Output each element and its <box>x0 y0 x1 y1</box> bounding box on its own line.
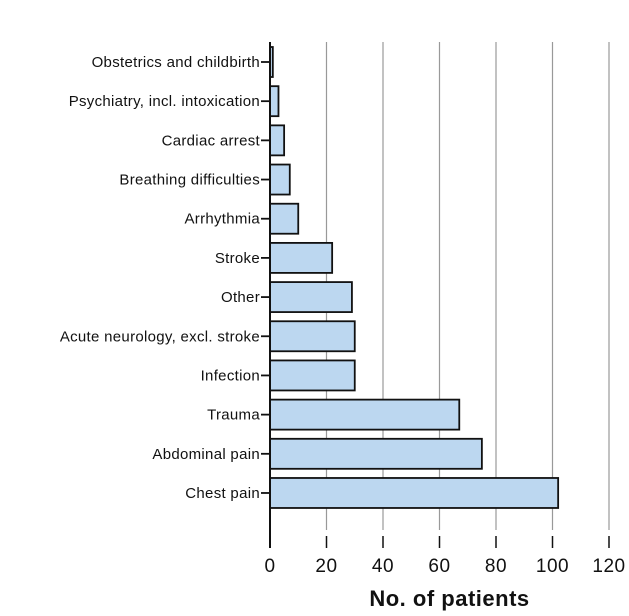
bar-7 <box>269 320 356 353</box>
category-label-4: Arrhythmia <box>184 211 260 228</box>
category-label-9: Trauma <box>207 407 260 424</box>
x-tick-label-20: 20 <box>315 556 337 577</box>
x-tick-label-120: 120 <box>592 556 625 577</box>
x-tick-label-40: 40 <box>372 556 394 577</box>
bar-8 <box>269 359 356 392</box>
category-label-10: Abdominal pain <box>152 446 260 463</box>
category-label-2: Cardiac arrest <box>162 132 261 149</box>
axes <box>261 42 610 548</box>
bar-3 <box>269 163 291 196</box>
category-label-1: Psychiatry, incl. intoxication <box>69 93 260 110</box>
category-label-5: Stroke <box>215 250 260 267</box>
bar-9 <box>269 398 461 431</box>
x-tick-label-80: 80 <box>485 556 507 577</box>
category-label-6: Other <box>221 289 260 306</box>
labels: Obstetrics and childbirth Psychiatry, inc… <box>60 54 625 577</box>
x-axis-title: No. of patients <box>369 586 529 611</box>
bar-1 <box>269 85 280 118</box>
bar-5 <box>269 241 334 274</box>
bar-2 <box>269 124 286 157</box>
category-label-8: Infection <box>201 367 260 384</box>
x-tick-label-60: 60 <box>428 556 450 577</box>
bar-6 <box>269 281 353 313</box>
x-tick-label-100: 100 <box>536 556 569 577</box>
category-label-0: Obstetrics and childbirth <box>92 54 260 71</box>
category-label-3: Breathing difficulties <box>119 172 260 189</box>
bars <box>269 46 560 509</box>
category-label-11: Chest pain <box>185 485 260 502</box>
bar-4 <box>269 202 300 235</box>
bar-10 <box>269 437 483 470</box>
bar-11 <box>269 477 560 509</box>
category-label-7: Acute neurology, excl. stroke <box>60 328 260 345</box>
x-tick-label-0: 0 <box>264 556 275 577</box>
